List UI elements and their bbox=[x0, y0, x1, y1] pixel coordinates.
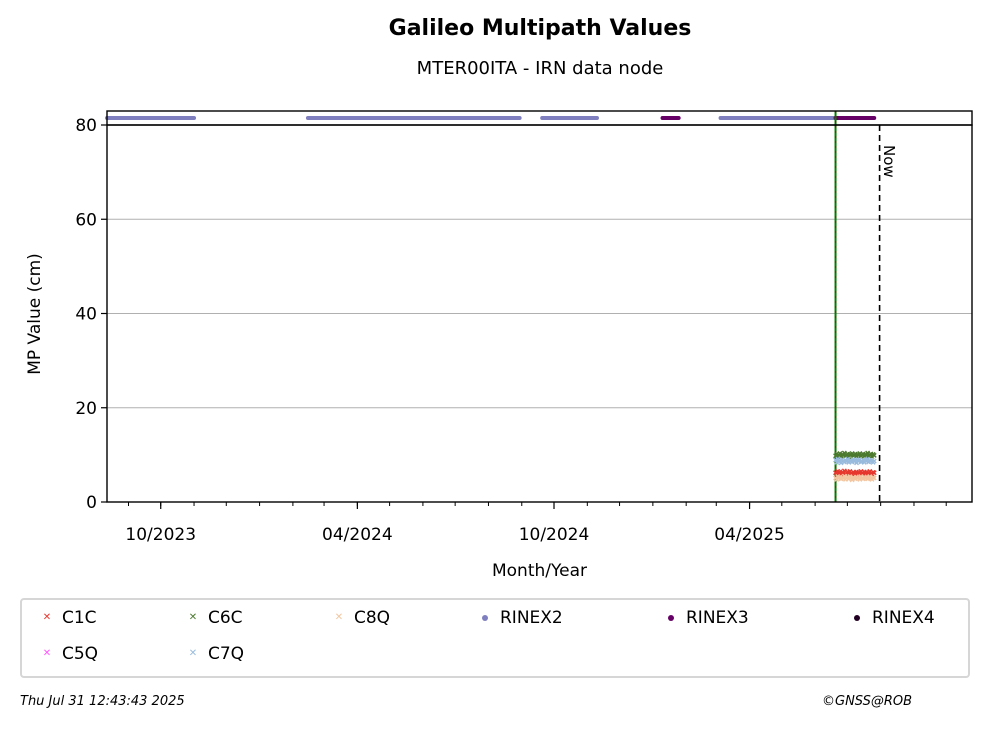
data-point-c8q bbox=[871, 475, 877, 481]
footer-copyright: ©GNSS@ROB bbox=[822, 694, 913, 709]
legend-item-c7q: ✕ C7Q bbox=[186, 644, 244, 664]
cross-marker-icon: ✕ bbox=[188, 612, 198, 623]
data-point-c7q bbox=[871, 458, 877, 464]
legend-label: C6C bbox=[208, 608, 243, 628]
footer-timestamp: Thu Jul 31 12:43:43 2025 bbox=[20, 694, 185, 709]
now-label: Now bbox=[880, 145, 898, 178]
legend-label: RINEX2 bbox=[500, 608, 563, 628]
legend-item-rinex4: RINEX4 bbox=[850, 608, 935, 628]
cross-marker-icon: ✕ bbox=[334, 612, 344, 623]
chart-canvas: Now 0 20 40 60 80 10/2023 04/2024 10/2024 04/2025… bbox=[25, 110, 973, 581]
legend-item-c1c: ✕ C1C bbox=[40, 608, 97, 628]
y-tick-label: 20 bbox=[75, 399, 97, 419]
cross-marker-icon: ✕ bbox=[42, 612, 52, 623]
legend-label: RINEX4 bbox=[872, 608, 935, 628]
legend-label: C5Q bbox=[62, 644, 99, 664]
y-axis-label: MP Value (cm) bbox=[25, 253, 45, 375]
series-c6c bbox=[833, 450, 877, 460]
x-tick-label: 10/2024 bbox=[519, 525, 590, 545]
legend-item-c6c: ✕ C6C bbox=[186, 608, 243, 628]
chart-title: Galileo Multipath Values bbox=[388, 16, 692, 41]
legend-item-rinex2: RINEX2 bbox=[478, 608, 563, 628]
series-c8q bbox=[833, 473, 877, 483]
y-tick-label: 60 bbox=[75, 210, 97, 230]
y-tick-label: 0 bbox=[86, 493, 97, 513]
data-point-c1c bbox=[871, 470, 877, 476]
legend-label: C7Q bbox=[208, 644, 245, 664]
legend-label: C8Q bbox=[354, 608, 391, 628]
cross-marker-icon: ✕ bbox=[42, 648, 52, 659]
y-tick-label: 80 bbox=[75, 116, 97, 136]
series-c7q bbox=[833, 456, 877, 466]
legend-label: RINEX3 bbox=[686, 608, 749, 628]
legend-item-c5q: ✕ C5Q bbox=[40, 644, 98, 664]
legend-label: C1C bbox=[62, 608, 97, 628]
x-tick-label: 10/2023 bbox=[125, 525, 196, 545]
legend-item-c8q: ✕ C8Q bbox=[332, 608, 390, 628]
dot-marker-icon bbox=[664, 611, 678, 625]
x-axis-label: Month/Year bbox=[492, 561, 587, 581]
data-point-c6c bbox=[871, 452, 877, 458]
y-tick-label: 40 bbox=[75, 305, 97, 325]
cross-marker-icon: ✕ bbox=[188, 648, 198, 659]
legend-item-rinex3: RINEX3 bbox=[664, 608, 749, 628]
legend: ✕ C1C ✕ C6C ✕ C8Q RINEX2 RINEX3 RINEX4 ✕ C5Q ✕ C7Q bbox=[20, 598, 970, 678]
x-tick-label: 04/2024 bbox=[322, 525, 393, 545]
dot-marker-icon bbox=[850, 611, 864, 625]
chart-subtitle: MTER00ITA - IRN data node bbox=[416, 58, 664, 79]
dot-marker-icon bbox=[478, 611, 492, 625]
x-tick-label: 04/2025 bbox=[714, 525, 785, 545]
